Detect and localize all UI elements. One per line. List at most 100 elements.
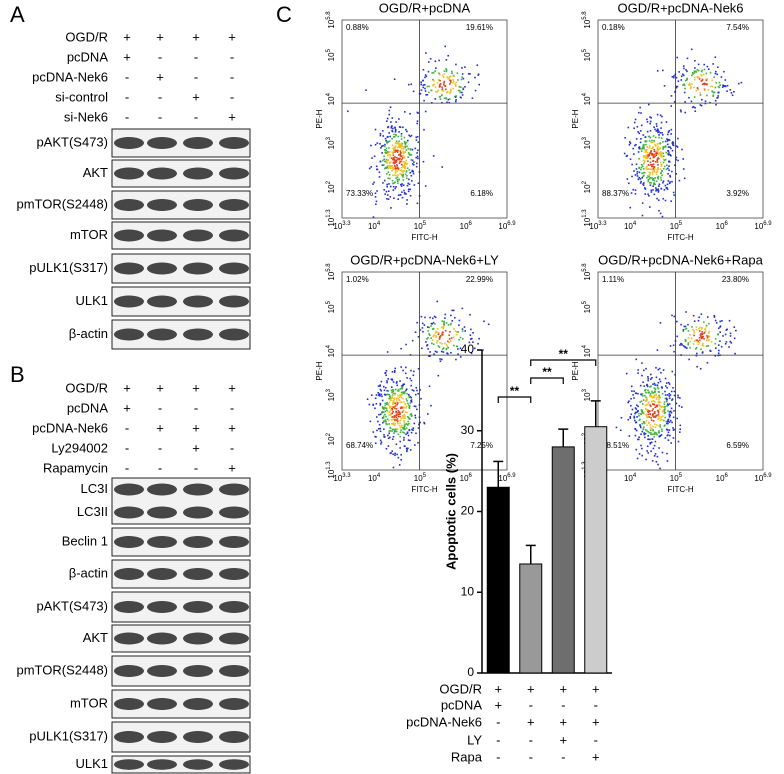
event-dot <box>409 154 411 156</box>
tick-base: 10 <box>327 469 336 478</box>
tick-exponent: 6.9 <box>507 221 516 227</box>
event-dot <box>390 409 392 411</box>
event-dot <box>399 152 402 154</box>
event-dot <box>697 63 700 66</box>
event-dot <box>394 418 396 421</box>
event-dot <box>427 330 429 332</box>
event-dot <box>648 195 650 197</box>
event-dot <box>385 141 388 144</box>
event-dot <box>404 390 406 393</box>
event-dot <box>660 428 663 431</box>
y-tick-label: 30 <box>461 423 475 437</box>
event-dot <box>671 314 673 317</box>
event-dot <box>386 410 389 413</box>
event-dot <box>657 400 660 403</box>
y-tick-label: 10 <box>461 584 475 598</box>
event-dot <box>680 342 682 345</box>
event-dot <box>393 370 396 372</box>
event-dot <box>730 92 733 94</box>
event-dot <box>424 74 427 76</box>
condition-sign: + <box>156 69 164 84</box>
event-dot <box>664 145 667 147</box>
event-dot <box>649 172 652 174</box>
event-dot <box>642 163 645 165</box>
blot-label: Beclin 1 <box>62 533 108 548</box>
event-dot <box>442 327 444 330</box>
event-dot <box>707 68 710 70</box>
event-dot <box>403 383 406 386</box>
event-dot <box>662 409 665 411</box>
event-dot <box>382 164 385 166</box>
event-dot <box>656 433 658 436</box>
event-dot <box>644 149 647 152</box>
event-dot <box>647 376 649 378</box>
event-dot <box>704 330 707 332</box>
tick-exponent: 4 <box>326 344 332 348</box>
event-dot <box>691 83 693 85</box>
y-tick-label: 101.3 <box>326 461 337 479</box>
event-dot <box>428 85 430 88</box>
band <box>114 137 144 149</box>
tick-exponent: 4 <box>377 221 381 227</box>
event-dot <box>408 417 410 420</box>
event-dot <box>667 131 670 133</box>
event-dot <box>649 442 651 444</box>
event-dot <box>667 418 670 421</box>
event-dot <box>372 431 375 433</box>
event-dot <box>646 385 649 388</box>
event-dot <box>664 394 667 396</box>
event-dot <box>386 185 389 188</box>
event-dot <box>635 448 638 451</box>
x-tick-label: 106 <box>460 473 473 484</box>
event-dot <box>662 155 665 158</box>
event-dot <box>434 323 436 325</box>
event-dot <box>404 402 407 405</box>
event-dot <box>404 415 406 418</box>
event-dot <box>640 112 642 114</box>
event-dot <box>399 415 401 418</box>
event-dot <box>396 421 399 423</box>
event-dot <box>451 309 454 312</box>
event-dot <box>384 167 386 170</box>
event-dot <box>396 176 399 179</box>
event-dot <box>375 394 378 396</box>
event-dot <box>636 170 639 173</box>
event-dot <box>388 183 390 185</box>
event-dot <box>643 432 645 434</box>
tick-exponent: 6.9 <box>763 221 772 227</box>
condition-sign: + <box>559 732 567 747</box>
event-dot <box>656 404 658 407</box>
event-dot <box>401 148 403 150</box>
event-dot <box>641 422 644 425</box>
tick-exponent: 1.3 <box>326 209 332 218</box>
event-dot <box>403 192 406 195</box>
event-dot <box>401 407 404 409</box>
event-dot <box>642 411 645 414</box>
event-dot <box>386 183 388 186</box>
event-dot <box>417 141 420 144</box>
event-dot <box>726 84 729 87</box>
event-dot <box>682 158 685 160</box>
event-dot <box>652 183 655 185</box>
event-dot <box>685 327 688 330</box>
event-dot <box>670 128 673 131</box>
event-dot <box>386 389 388 392</box>
event-dot <box>407 416 410 419</box>
event-dot <box>401 387 404 389</box>
event-dot <box>394 126 396 129</box>
event-dot <box>654 440 657 443</box>
event-dot <box>676 56 679 59</box>
event-dot <box>410 399 413 401</box>
event-dot <box>394 128 397 131</box>
event-dot <box>430 337 432 339</box>
event-dot <box>395 167 398 170</box>
event-dot <box>411 148 414 151</box>
event-dot <box>449 323 452 326</box>
event-dot <box>426 344 428 347</box>
event-dot <box>396 164 399 167</box>
event-dot <box>452 80 455 83</box>
event-dot <box>638 171 641 174</box>
band <box>114 262 144 275</box>
event-dot <box>647 435 650 437</box>
